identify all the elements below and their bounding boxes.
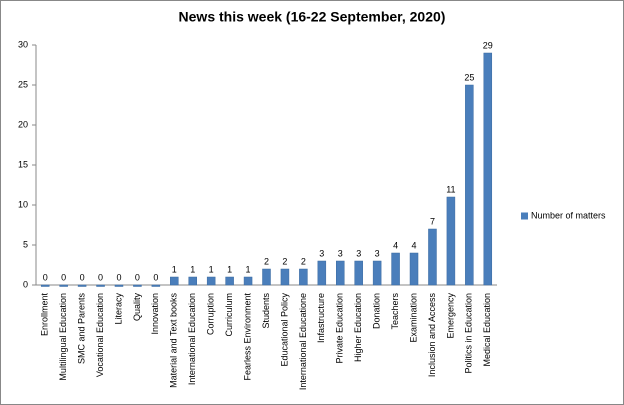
bar bbox=[391, 252, 400, 286]
x-tick-label: Vocational Education bbox=[95, 293, 105, 377]
x-tick-label: Students bbox=[261, 293, 271, 329]
x-tick-label: Teachers bbox=[390, 293, 400, 330]
bar bbox=[354, 260, 363, 286]
bar bbox=[133, 284, 142, 287]
bar bbox=[59, 284, 68, 287]
data-label: 25 bbox=[464, 72, 474, 82]
bar bbox=[243, 276, 253, 286]
bar bbox=[465, 84, 474, 286]
data-label: 7 bbox=[430, 216, 435, 226]
data-label: 3 bbox=[338, 248, 343, 258]
x-tick-label: Inclusion and Access bbox=[427, 293, 437, 378]
data-label: 29 bbox=[483, 40, 493, 50]
x-tick-label: Curriculum bbox=[224, 293, 234, 337]
bar bbox=[446, 196, 456, 286]
x-tick-label: Donation bbox=[372, 293, 382, 329]
bar bbox=[317, 260, 327, 286]
x-tick-label: Politics in Education bbox=[464, 293, 474, 374]
x-tick-label: Corruption bbox=[206, 293, 216, 335]
y-tick-label: 20 bbox=[18, 119, 28, 129]
y-tick-label: 0 bbox=[23, 279, 28, 289]
data-label: 0 bbox=[153, 272, 158, 282]
bar bbox=[151, 284, 161, 287]
bar bbox=[206, 276, 216, 286]
data-label: 1 bbox=[190, 264, 195, 274]
x-tick-label: Infastructure bbox=[316, 293, 326, 343]
y-tick-label: 5 bbox=[23, 239, 28, 249]
x-tick-label: Literacy bbox=[113, 293, 123, 325]
x-tick-label: SMC and Parents bbox=[76, 293, 86, 365]
legend-swatch bbox=[521, 212, 528, 220]
x-tick-label: Material and Text books bbox=[169, 293, 179, 388]
x-tick-label: Innovation bbox=[150, 293, 160, 335]
bar bbox=[299, 268, 308, 286]
data-label: 11 bbox=[446, 184, 455, 194]
data-label: 0 bbox=[61, 272, 66, 282]
bar bbox=[114, 284, 124, 287]
data-label: 0 bbox=[116, 272, 121, 282]
x-tick-label: Examination bbox=[408, 293, 418, 343]
data-label: 1 bbox=[172, 264, 177, 274]
y-tick-label: 30 bbox=[18, 39, 28, 49]
data-label: 0 bbox=[98, 272, 103, 282]
x-tick-label: Fearless Environment bbox=[242, 293, 252, 381]
data-label: 3 bbox=[375, 248, 380, 258]
data-label: 3 bbox=[356, 248, 361, 258]
x-tick-label: Multilingual Education bbox=[58, 293, 68, 381]
bar bbox=[372, 260, 382, 286]
x-tick-label: Quality bbox=[132, 293, 142, 322]
bar bbox=[188, 276, 197, 286]
x-tick-label: Enrollment bbox=[40, 293, 50, 337]
chart-title: News this week (16-22 September, 2020) bbox=[179, 9, 446, 25]
bar bbox=[77, 284, 87, 287]
x-tick-label: Medical Education bbox=[482, 293, 492, 367]
bar bbox=[96, 284, 105, 287]
bar bbox=[483, 52, 493, 286]
bar bbox=[262, 268, 271, 286]
x-tick-label: Emergency bbox=[445, 293, 455, 339]
x-tick-label: Private Education bbox=[335, 293, 345, 364]
y-tick-label: 10 bbox=[18, 199, 28, 209]
bar bbox=[428, 228, 437, 286]
data-label: 1 bbox=[209, 264, 214, 274]
data-label: 0 bbox=[80, 272, 85, 282]
legend-label: Number of matters bbox=[531, 210, 606, 220]
data-label: 1 bbox=[227, 264, 232, 274]
x-tick-label: International Education bbox=[187, 293, 197, 385]
x-tick-label: International Educatione bbox=[298, 293, 308, 390]
data-label: 1 bbox=[246, 264, 251, 274]
data-label: 0 bbox=[43, 272, 48, 282]
y-tick-label: 15 bbox=[18, 159, 28, 169]
x-tick-label: Educational Policy bbox=[279, 293, 289, 367]
data-label: 4 bbox=[412, 240, 417, 250]
bar bbox=[225, 276, 234, 286]
data-label: 2 bbox=[301, 256, 306, 266]
bar bbox=[40, 284, 50, 287]
x-tick-label: Higher Education bbox=[353, 293, 363, 362]
data-label: 4 bbox=[393, 240, 398, 250]
y-tick-label: 25 bbox=[18, 79, 28, 89]
data-label: 3 bbox=[319, 248, 324, 258]
bar bbox=[280, 268, 290, 286]
bar bbox=[336, 260, 345, 286]
bar bbox=[170, 276, 179, 286]
bar bbox=[409, 252, 419, 286]
data-label: 2 bbox=[264, 256, 269, 266]
data-label: 0 bbox=[135, 272, 140, 282]
data-label: 2 bbox=[282, 256, 287, 266]
